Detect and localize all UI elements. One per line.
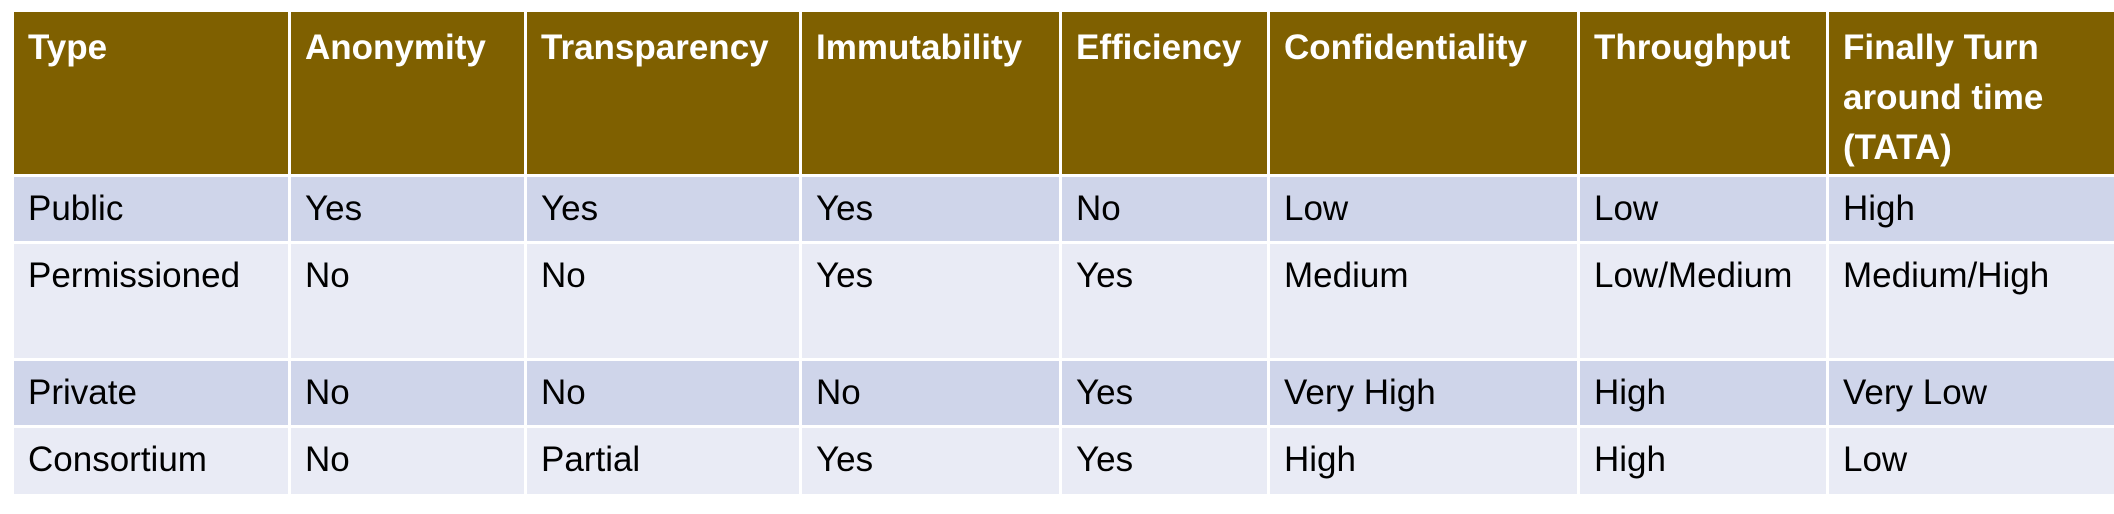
table-cell: Yes xyxy=(527,177,799,241)
table-cell: No xyxy=(291,244,524,358)
table-cell: Low/Medium xyxy=(1580,244,1826,358)
table-cell: Partial xyxy=(527,428,799,494)
table-body: Public Yes Yes Yes No Low Low High Permi… xyxy=(14,177,2114,494)
header-immutability: Immutability xyxy=(802,12,1059,174)
table-cell: Yes xyxy=(1062,361,1267,425)
table-cell: High xyxy=(1829,177,2114,241)
table-cell: Very High xyxy=(1270,361,1577,425)
table-row-permissioned: Permissioned No No Yes Yes Medium Low/Me… xyxy=(14,244,2114,358)
table-header: Type Anonymity Transparency Immutability… xyxy=(14,12,2114,174)
table-cell: Very Low xyxy=(1829,361,2114,425)
header-type: Type xyxy=(14,12,288,174)
table-cell: Public xyxy=(14,177,288,241)
header-confidentiality: Confidentiality xyxy=(1270,12,1577,174)
table-cell: Yes xyxy=(1062,244,1267,358)
table-cell: Yes xyxy=(1062,428,1267,494)
header-turnaround-time: Finally Turn around time (TATA) xyxy=(1829,12,2114,174)
header-anonymity: Anonymity xyxy=(291,12,524,174)
table-cell: Low xyxy=(1270,177,1577,241)
table-cell: No xyxy=(1062,177,1267,241)
comparison-table-container: Type Anonymity Transparency Immutability… xyxy=(14,12,2114,494)
table-cell: No xyxy=(527,361,799,425)
header-row: Type Anonymity Transparency Immutability… xyxy=(14,12,2114,174)
header-throughput: Throughput xyxy=(1580,12,1826,174)
table-cell: No xyxy=(291,361,524,425)
table-cell: Yes xyxy=(291,177,524,241)
table-cell: Yes xyxy=(802,244,1059,358)
header-efficiency: Efficiency xyxy=(1062,12,1267,174)
table-cell: No xyxy=(527,244,799,358)
blockchain-types-table: Type Anonymity Transparency Immutability… xyxy=(11,9,2114,497)
table-cell: No xyxy=(802,361,1059,425)
header-transparency: Transparency xyxy=(527,12,799,174)
table-row-private: Private No No No Yes Very High High Very… xyxy=(14,361,2114,425)
table-cell: Low xyxy=(1580,177,1826,241)
table-row-public: Public Yes Yes Yes No Low Low High xyxy=(14,177,2114,241)
table-cell: High xyxy=(1270,428,1577,494)
table-cell: Medium/High xyxy=(1829,244,2114,358)
table-row-consortium: Consortium No Partial Yes Yes High High … xyxy=(14,428,2114,494)
table-cell: Yes xyxy=(802,177,1059,241)
table-cell: Yes xyxy=(802,428,1059,494)
table-cell: Low xyxy=(1829,428,2114,494)
table-cell: Medium xyxy=(1270,244,1577,358)
table-cell: High xyxy=(1580,361,1826,425)
table-cell: Private xyxy=(14,361,288,425)
table-cell: High xyxy=(1580,428,1826,494)
table-cell: Consortium xyxy=(14,428,288,494)
table-cell: No xyxy=(291,428,524,494)
table-cell: Permissioned xyxy=(14,244,288,358)
